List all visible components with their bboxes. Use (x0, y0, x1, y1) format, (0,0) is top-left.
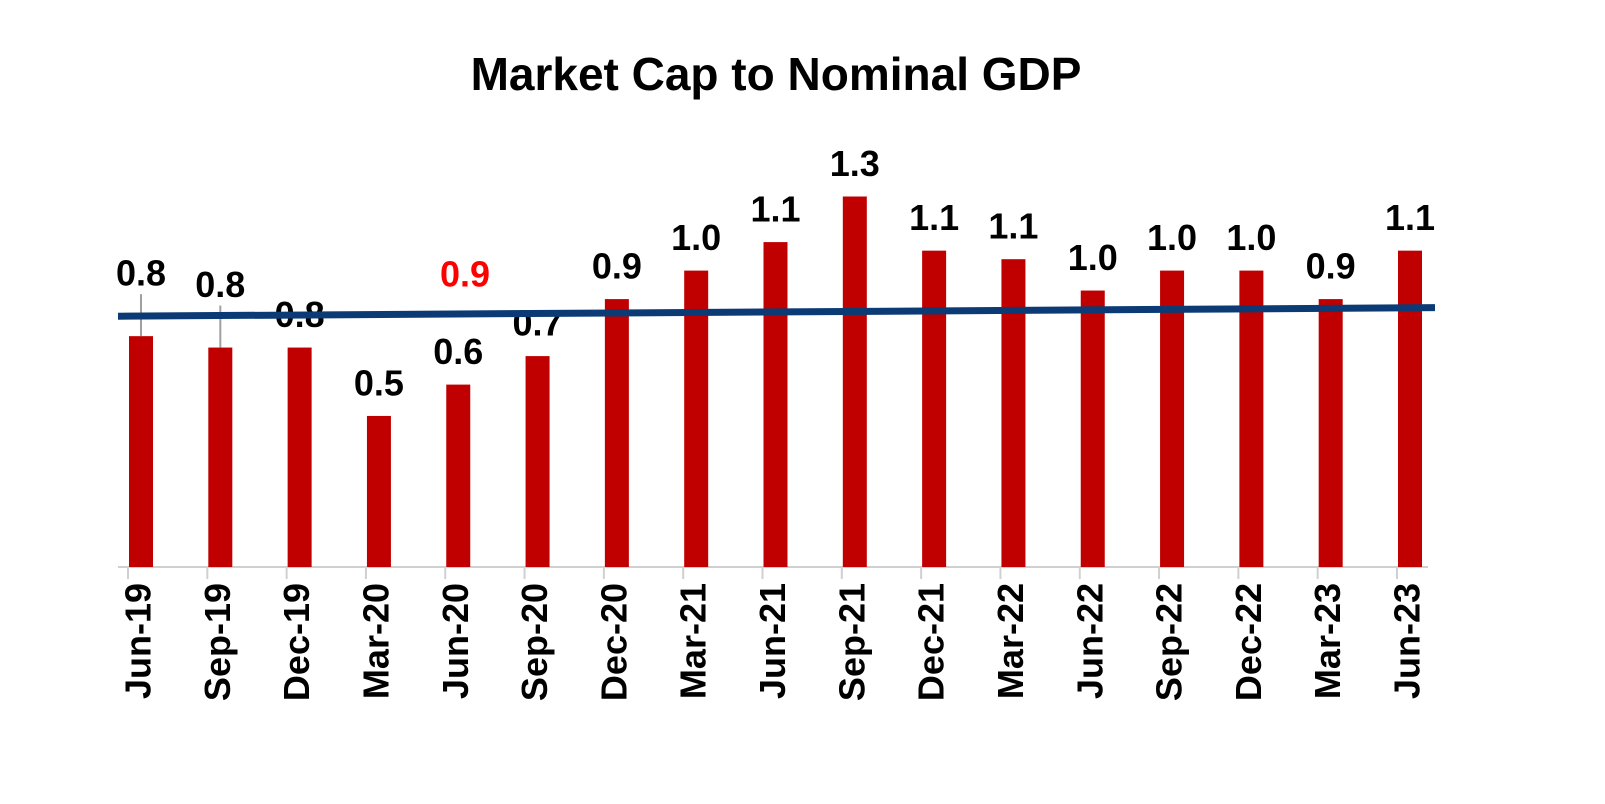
data-label: 0.6 (433, 331, 483, 372)
data-label: 1.1 (988, 206, 1038, 247)
bar (1001, 259, 1026, 567)
x-tick-label: Mar-21 (673, 583, 714, 699)
chart-title: Market Cap to Nominal GDP (471, 48, 1082, 100)
bar (922, 250, 947, 567)
data-label: 0.7 (513, 303, 563, 344)
x-tick-label: Sep-19 (197, 583, 238, 701)
data-label: 1.3 (830, 143, 880, 184)
x-tick-label: Sep-20 (514, 583, 555, 701)
x-tick-label: Mar-23 (1307, 583, 1348, 699)
trend-line (117, 304, 1436, 320)
x-tick-label: Mar-22 (990, 583, 1031, 699)
data-label: 1.0 (1226, 217, 1276, 258)
bar (604, 299, 629, 567)
x-tick-label: Jun-20 (435, 583, 476, 699)
bar (1318, 299, 1343, 567)
bar (1239, 270, 1264, 567)
bar (763, 242, 788, 567)
annotation: 0.9 (440, 254, 490, 295)
bar (1398, 250, 1422, 567)
x-tick-label: Mar-20 (355, 583, 396, 699)
x-tick-label: Sep-21 (831, 583, 872, 701)
bar (446, 384, 471, 567)
bar (1160, 270, 1185, 567)
bar (208, 347, 233, 567)
data-label: 0.5 (354, 362, 404, 403)
x-tick-label: Jun-23 (1387, 583, 1428, 699)
data-label: 0.8 (116, 253, 166, 294)
bar (684, 270, 709, 567)
bar (129, 336, 153, 567)
x-tick-label: Dec-22 (1228, 583, 1269, 701)
data-label: 1.1 (909, 197, 959, 238)
bar (287, 347, 312, 567)
x-tick-label: Dec-21 (911, 583, 952, 701)
bar (366, 415, 391, 567)
data-label: 0.9 (1306, 246, 1356, 287)
x-tick-label: Jun-22 (1069, 583, 1110, 699)
data-label: 1.1 (1385, 197, 1435, 238)
x-tick-label: Dec-20 (593, 583, 634, 701)
x-tick-label: Dec-19 (276, 583, 317, 701)
x-tick-label: Jun-19 (118, 583, 159, 699)
data-label: 0.8 (195, 264, 245, 305)
bar (1080, 290, 1105, 567)
x-tick-label: Sep-22 (1149, 583, 1190, 701)
data-label: 1.0 (1147, 217, 1197, 258)
x-tick-label: Jun-21 (752, 583, 793, 699)
bar (525, 356, 550, 567)
data-label: 1.0 (1068, 237, 1118, 278)
data-label: 0.9 (592, 246, 642, 287)
data-label: 1.1 (750, 189, 800, 230)
bar (842, 196, 867, 567)
data-label: 1.0 (671, 217, 721, 258)
